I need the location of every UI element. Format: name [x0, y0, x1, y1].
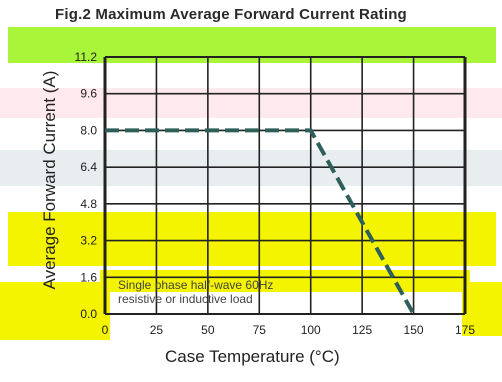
- y-tick-labels: 0.0 1.6 3.2 4.8 6.4 8.0 9.6 11.2: [75, 50, 98, 321]
- annotation-line-1: Single phase half-wave 60Hz: [118, 278, 274, 292]
- y-tick-1: 1.6: [80, 270, 97, 284]
- y-tick-5: 8.0: [80, 123, 97, 137]
- x-tick-4: 100: [301, 323, 321, 337]
- x-tick-0: 0: [102, 323, 109, 337]
- chart-title: Fig.2 Maximum Average Forward Current Ra…: [55, 6, 407, 23]
- x-tick-2: 50: [201, 323, 215, 337]
- x-tick-labels: 0 25 50 75 100 125 150 175: [102, 323, 476, 337]
- x-axis-label: Case Temperature (°C): [165, 347, 340, 366]
- series-line: [105, 128, 416, 315]
- y-tick-2: 3.2: [80, 234, 97, 248]
- annotation-line-2: resistive or inductive load: [118, 292, 253, 306]
- y-tick-6: 9.6: [80, 87, 97, 101]
- x-tick-7: 175: [455, 323, 475, 337]
- x-tick-6: 150: [404, 323, 424, 337]
- x-tick-3: 75: [253, 323, 267, 337]
- grid-lines: [103, 56, 467, 315]
- y-axis-label: Average Forward Current (A): [40, 70, 59, 290]
- y-tick-4: 6.4: [80, 160, 97, 174]
- x-tick-5: 125: [352, 323, 372, 337]
- y-tick-0: 0.0: [80, 307, 97, 321]
- y-tick-3: 4.8: [80, 197, 97, 211]
- x-tick-1: 25: [150, 323, 164, 337]
- y-tick-7: 11.2: [75, 50, 98, 64]
